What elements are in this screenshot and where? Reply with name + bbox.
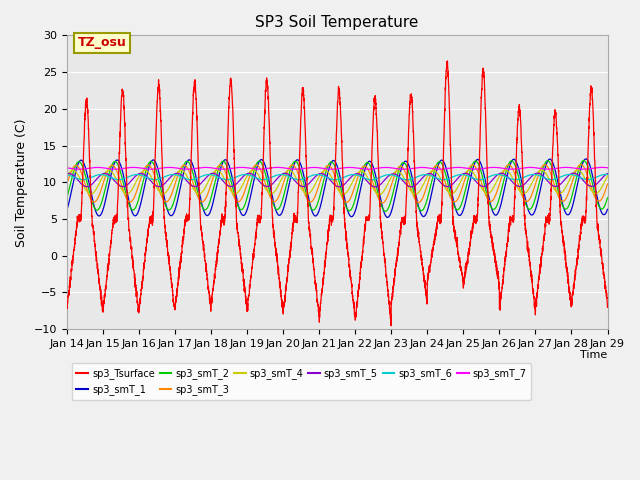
Title: SP3 Soil Temperature: SP3 Soil Temperature <box>255 15 419 30</box>
Y-axis label: Soil Temperature (C): Soil Temperature (C) <box>15 118 28 247</box>
Text: Time: Time <box>580 350 607 360</box>
Text: TZ_osu: TZ_osu <box>77 36 126 49</box>
Legend: sp3_Tsurface, sp3_smT_1, sp3_smT_2, sp3_smT_3, sp3_smT_4, sp3_smT_5, sp3_smT_6, : sp3_Tsurface, sp3_smT_1, sp3_smT_2, sp3_… <box>72 363 531 400</box>
